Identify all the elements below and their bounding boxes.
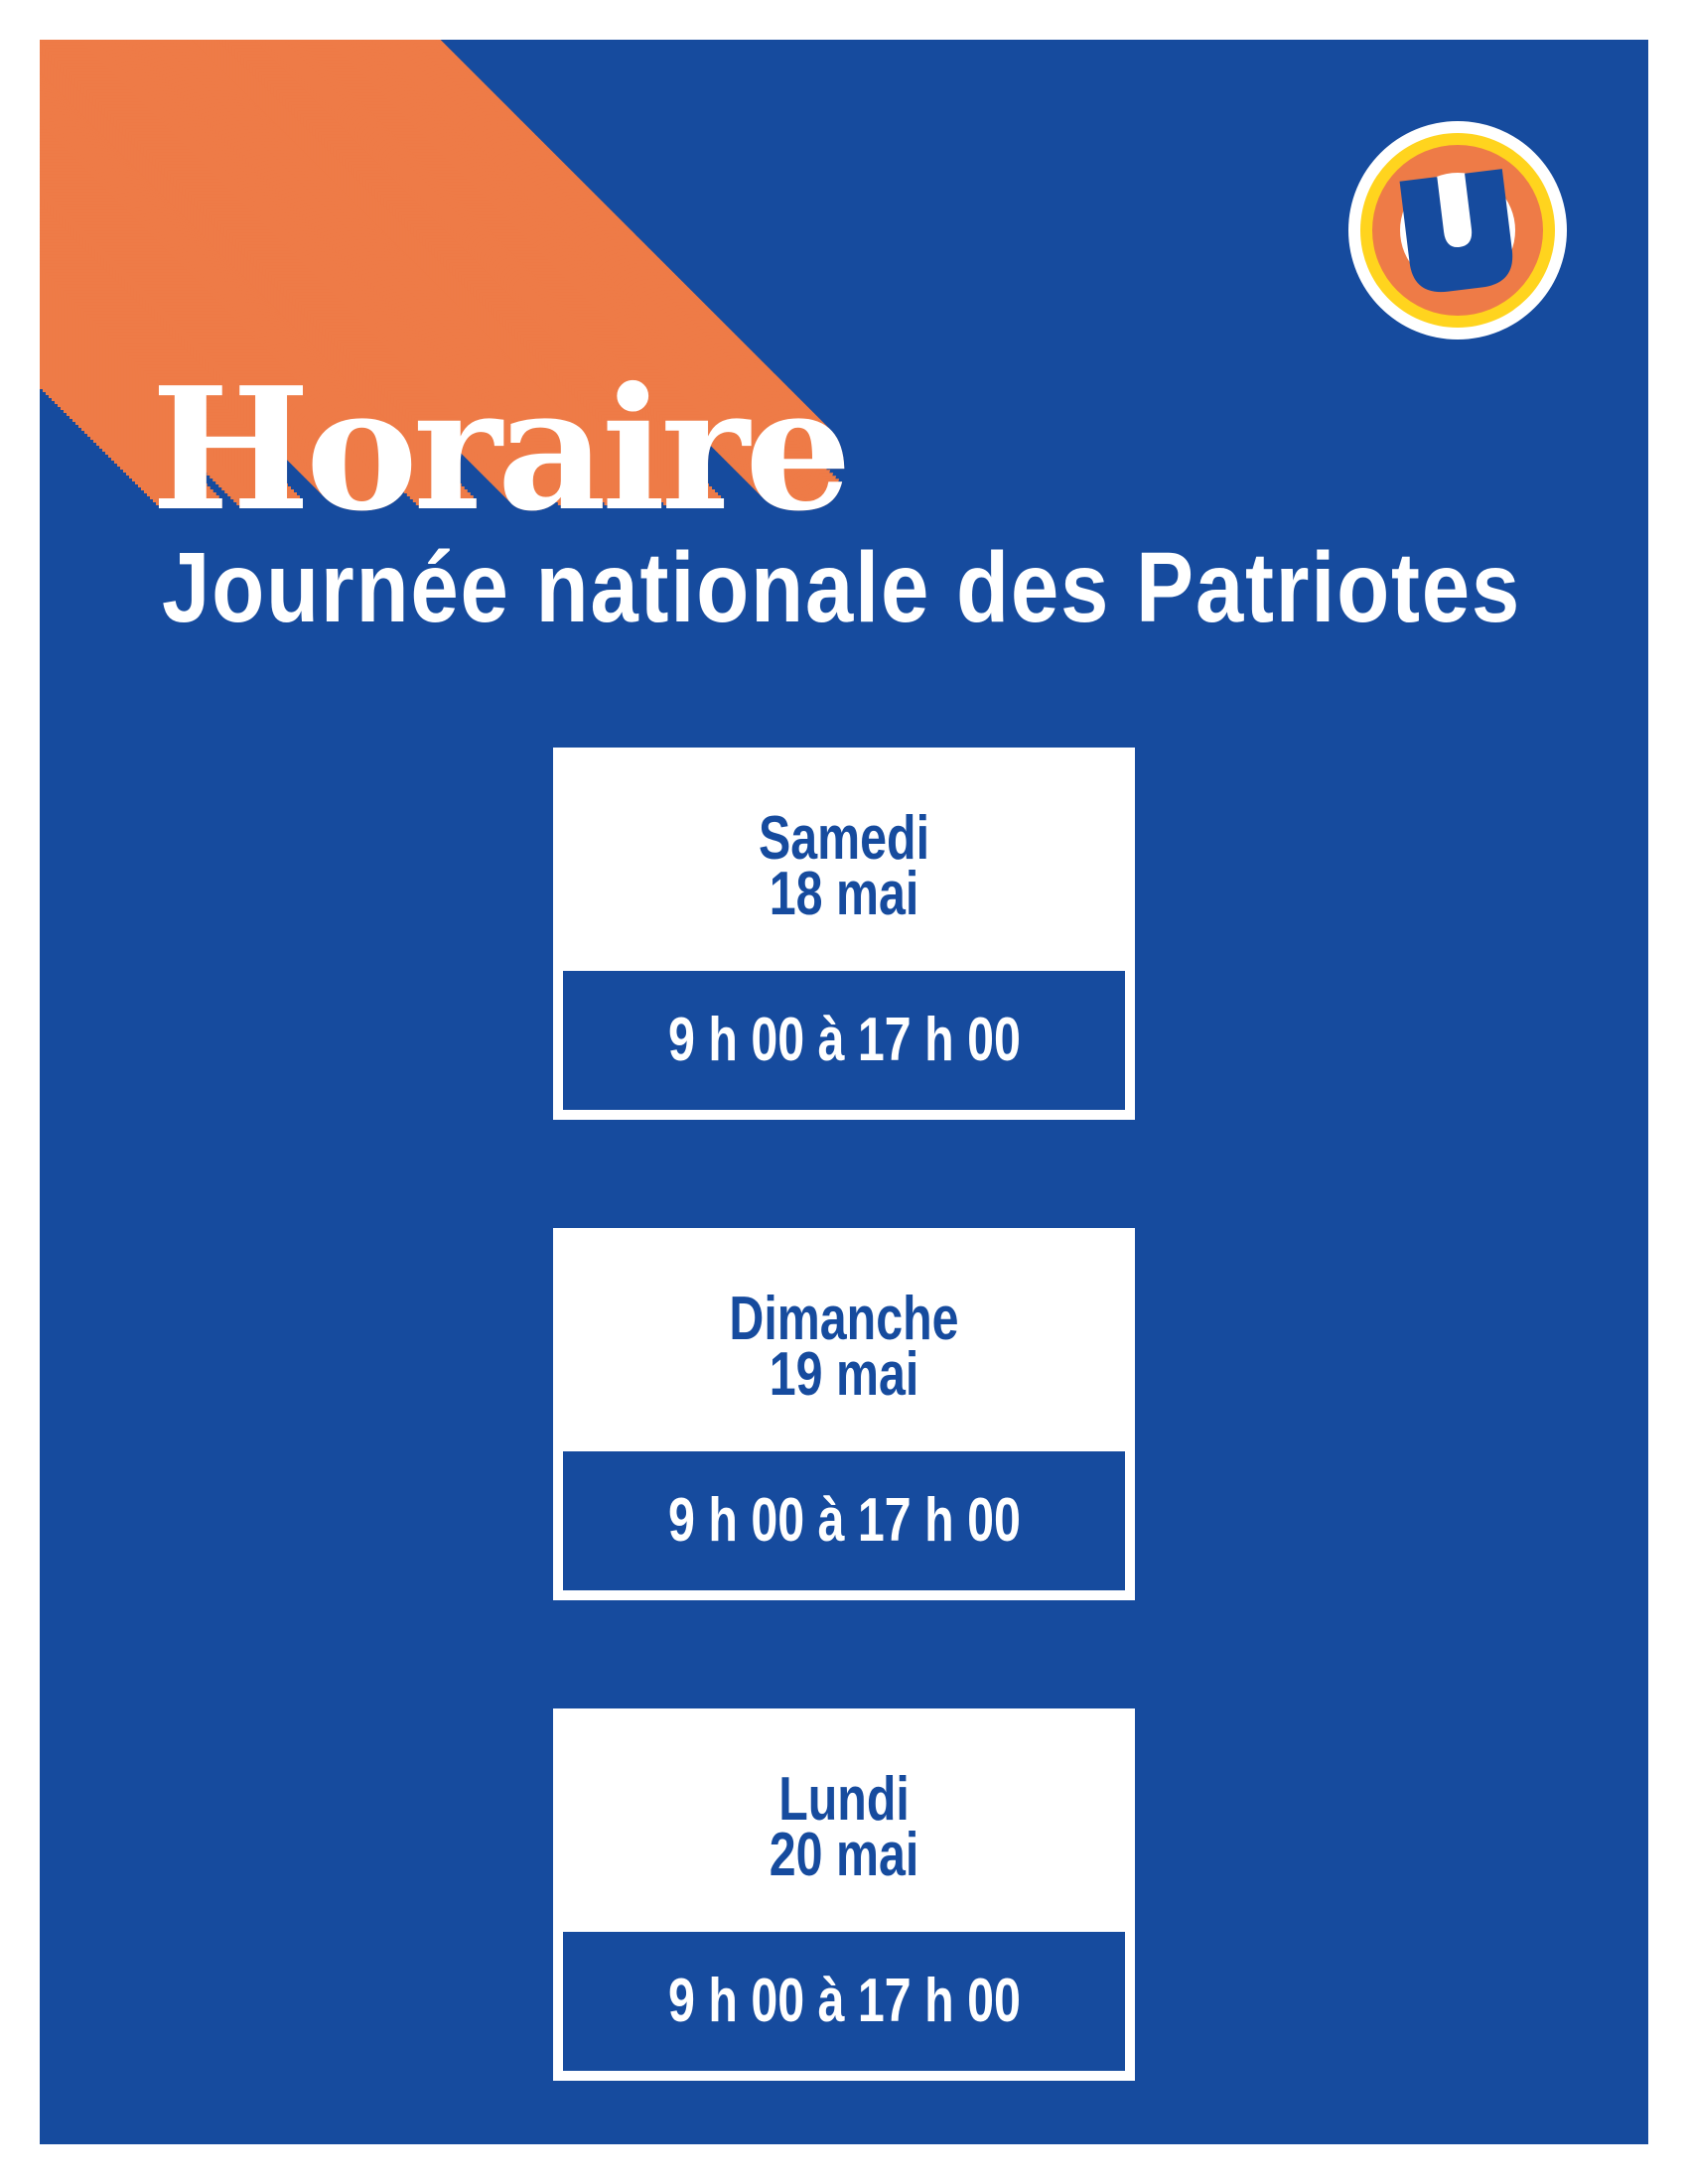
schedule-card-dimanche: Dimanche 19 mai 9 h 00 à 17 h 00 [553, 1228, 1135, 1600]
card-date-label: 18 mai [769, 860, 919, 928]
card-hours-label: 9 h 00 à 17 h 00 [667, 1967, 1021, 2035]
title-long-shadow: Horaire [151, 350, 852, 549]
card-hours-bar: 9 h 00 à 17 h 00 [563, 1932, 1125, 2071]
card-day-label: Dimanche [729, 1285, 959, 1353]
card-day-label: Lundi [778, 1765, 910, 1834]
card-day-section: Lundi 20 mai [553, 1708, 1135, 1932]
card-day-section: Samedi 18 mai [553, 748, 1135, 971]
card-date-label: 20 mai [769, 1821, 919, 1889]
poster-title: Horaire [151, 350, 852, 549]
card-date-label: 19 mai [769, 1340, 919, 1409]
poster-panel: Horaire Horaire Journée nationale des Pa… [40, 40, 1648, 2144]
card-hours-bar: 9 h 00 à 17 h 00 [563, 1451, 1125, 1590]
uniprix-logo-icon [1348, 121, 1567, 340]
poster-subtitle: Journée nationale des Patriotes [162, 532, 1522, 643]
card-hours-label: 9 h 00 à 17 h 00 [667, 1006, 1021, 1074]
card-day-label: Samedi [758, 804, 930, 873]
card-day-section: Dimanche 19 mai [553, 1228, 1135, 1451]
uniprix-logo [1348, 121, 1567, 340]
card-hours-bar: 9 h 00 à 17 h 00 [563, 971, 1125, 1110]
schedule-card-samedi: Samedi 18 mai 9 h 00 à 17 h 00 [553, 748, 1135, 1120]
card-hours-label: 9 h 00 à 17 h 00 [667, 1486, 1021, 1555]
schedule-card-lundi: Lundi 20 mai 9 h 00 à 17 h 00 [553, 1708, 1135, 2081]
u-icon [1399, 169, 1513, 293]
